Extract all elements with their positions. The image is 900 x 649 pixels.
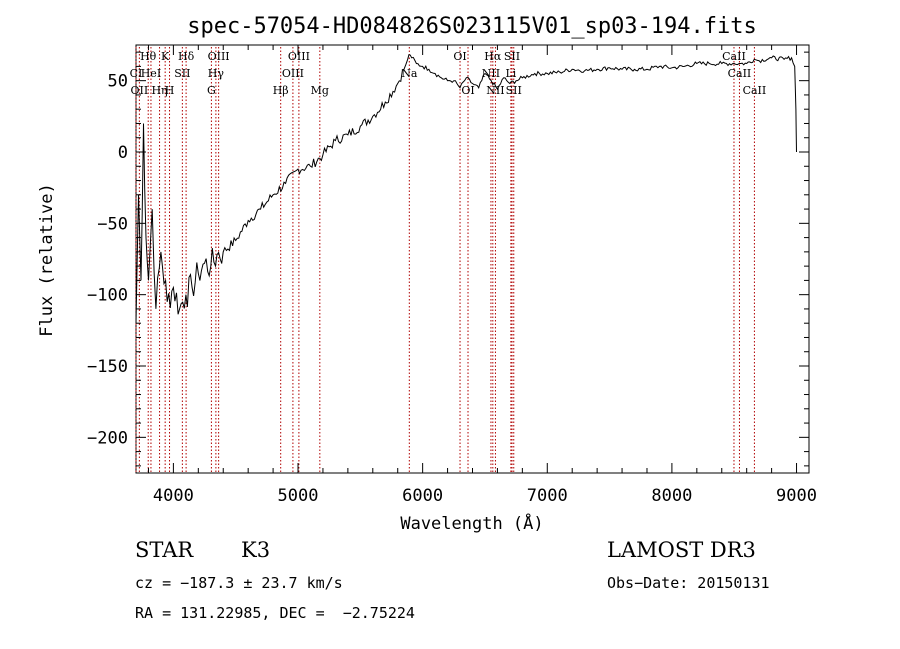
line-label: SII — [504, 50, 520, 63]
line-label: CI — [130, 67, 143, 80]
line-label: CaII — [722, 50, 746, 63]
x-tick-label: 7000 — [527, 486, 568, 506]
object-class: STAR — [135, 538, 194, 562]
y-tick-label: −100 — [87, 286, 128, 306]
line-label: CaII — [743, 84, 767, 97]
chart-title: spec-57054-HD084826S023115V01_sp03-194.f… — [187, 14, 757, 39]
y-tick-label: 50 — [108, 72, 128, 92]
sky-coordinates: RA = 131.22985, DEC = −2.75224 — [135, 604, 415, 622]
line-label: OI — [453, 50, 466, 63]
y-tick-label: 0 — [118, 143, 128, 163]
x-tick-label: 5000 — [278, 486, 319, 506]
line-label: OIII — [282, 67, 304, 80]
line-label: Li — [505, 67, 516, 80]
line-label: G — [207, 84, 216, 97]
line-label: Hη — [151, 84, 167, 97]
object-subclass: K3 — [241, 538, 271, 562]
plot-frame — [135, 44, 810, 474]
y-axis-label: Flux (relative) — [37, 183, 57, 337]
line-label: Hγ — [208, 67, 225, 80]
y-tick-label: −50 — [97, 214, 128, 234]
line-label: SII — [506, 84, 522, 97]
line-label: CaII — [728, 67, 752, 80]
line-label: NII — [486, 84, 504, 97]
line-label: Hβ — [273, 84, 289, 97]
line-label: OII — [131, 84, 149, 97]
x-tick-label: 4000 — [153, 486, 194, 506]
y-tick-label: −150 — [87, 357, 128, 377]
line-label: SII — [174, 67, 190, 80]
spectral-line-markers — [135, 47, 755, 473]
x-tick-label: 8000 — [651, 486, 692, 506]
line-label: Hδ — [178, 50, 195, 63]
x-tick-label: 6000 — [402, 486, 443, 506]
line-label: H — [165, 84, 175, 97]
x-axis-ticks: 4000 5000 6000 7000 8000 9000 — [147, 45, 817, 506]
line-label: Na — [401, 67, 418, 80]
line-label: OIII — [208, 50, 230, 63]
line-label: Hθ — [140, 50, 157, 63]
line-label: OI — [461, 84, 474, 97]
line-label: OIII — [288, 50, 310, 63]
line-label: Hα — [484, 50, 502, 63]
x-tick-label: 9000 — [776, 486, 817, 506]
line-label: Mg — [311, 84, 329, 97]
y-axis-ticks: −200 −150 −100 −50 0 50 — [87, 51, 809, 467]
survey-name: LAMOST DR3 — [607, 538, 756, 562]
radial-velocity: cz = −187.3 ± 23.7 km/s — [135, 574, 343, 592]
spectrum-line — [135, 54, 797, 324]
observation-date: Obs−Date: 20150131 — [607, 574, 770, 592]
line-label: K — [161, 50, 170, 63]
x-axis-label: Wavelength (Å) — [400, 512, 543, 534]
y-tick-label: −200 — [87, 428, 128, 448]
line-label: NII — [482, 67, 500, 80]
line-label: HeI — [141, 67, 161, 80]
